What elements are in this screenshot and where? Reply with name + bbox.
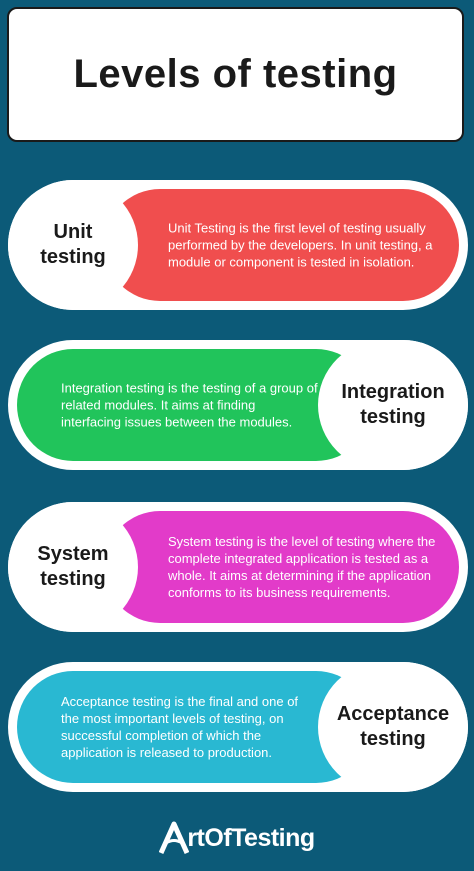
acceptance-band: Acceptance testing is the final and one … (17, 671, 372, 783)
system-label-circle: System testing (8, 502, 138, 632)
system-band: System testing is the level of testing w… (104, 511, 459, 623)
system-description: System testing is the level of testing w… (168, 534, 436, 600)
acceptance-label-circle: Acceptance testing (318, 662, 468, 792)
a-logo-icon (159, 821, 190, 855)
unit-label: Unit testing (40, 221, 106, 268)
acceptance-description: Acceptance testing is the final and one … (61, 694, 299, 760)
unit-description: Unit Testing is the first level of testi… (168, 220, 433, 270)
unit-band: Unit Testing is the first level of testi… (104, 189, 459, 301)
level-acceptance: Acceptance testing is the final and one … (8, 662, 468, 792)
system-label: System testing (37, 543, 109, 590)
acceptance-label: Acceptance testing (336, 703, 450, 750)
integration-description: Integration testing is the testing of a … (61, 380, 318, 430)
title-box: Levels of testing (7, 7, 464, 142)
integration-band: Integration testing is the testing of a … (17, 349, 372, 461)
logo-text: rtOfTesting (187, 823, 315, 852)
level-system: System testing is the level of testing w… (8, 502, 468, 632)
integration-label: Integration testing (341, 381, 445, 428)
artoftesting-logo: rtOfTesting (0, 818, 474, 858)
page-title: Levels of testing (73, 52, 398, 96)
integration-label-circle: Integration testing (318, 340, 468, 470)
unit-label-circle: Unit testing (8, 180, 138, 310)
level-integration: Integration testing is the testing of a … (8, 340, 468, 470)
level-unit: Unit Testing is the first level of testi… (8, 180, 468, 310)
